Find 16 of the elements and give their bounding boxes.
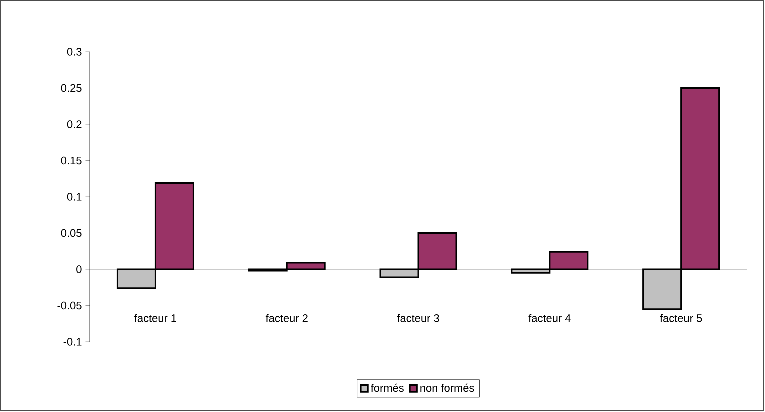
- legend-label: formés: [371, 384, 404, 392]
- x-tick-label: facteur 5: [660, 314, 702, 322]
- x-tick-label: facteur 2: [266, 314, 308, 322]
- y-tick-label: 0.25: [61, 84, 82, 92]
- y-tick-label: 0.2: [67, 120, 82, 128]
- y-tick-label: 0.05: [61, 229, 82, 238]
- y-tick-label: -0.1: [64, 338, 82, 346]
- y-tick-label: 0.3: [67, 48, 82, 56]
- legend-label: non formés: [420, 384, 474, 392]
- x-tick-label: facteur 1: [134, 314, 176, 322]
- y-tick-label: 0.1: [67, 193, 82, 201]
- y-tick-label: -0.05: [58, 302, 82, 310]
- x-tick-label: facteur 3: [397, 314, 440, 322]
- y-tick-label: 0.15: [61, 156, 82, 165]
- x-tick-label: facteur 4: [528, 314, 571, 322]
- y-tick-label: 0: [76, 266, 82, 274]
